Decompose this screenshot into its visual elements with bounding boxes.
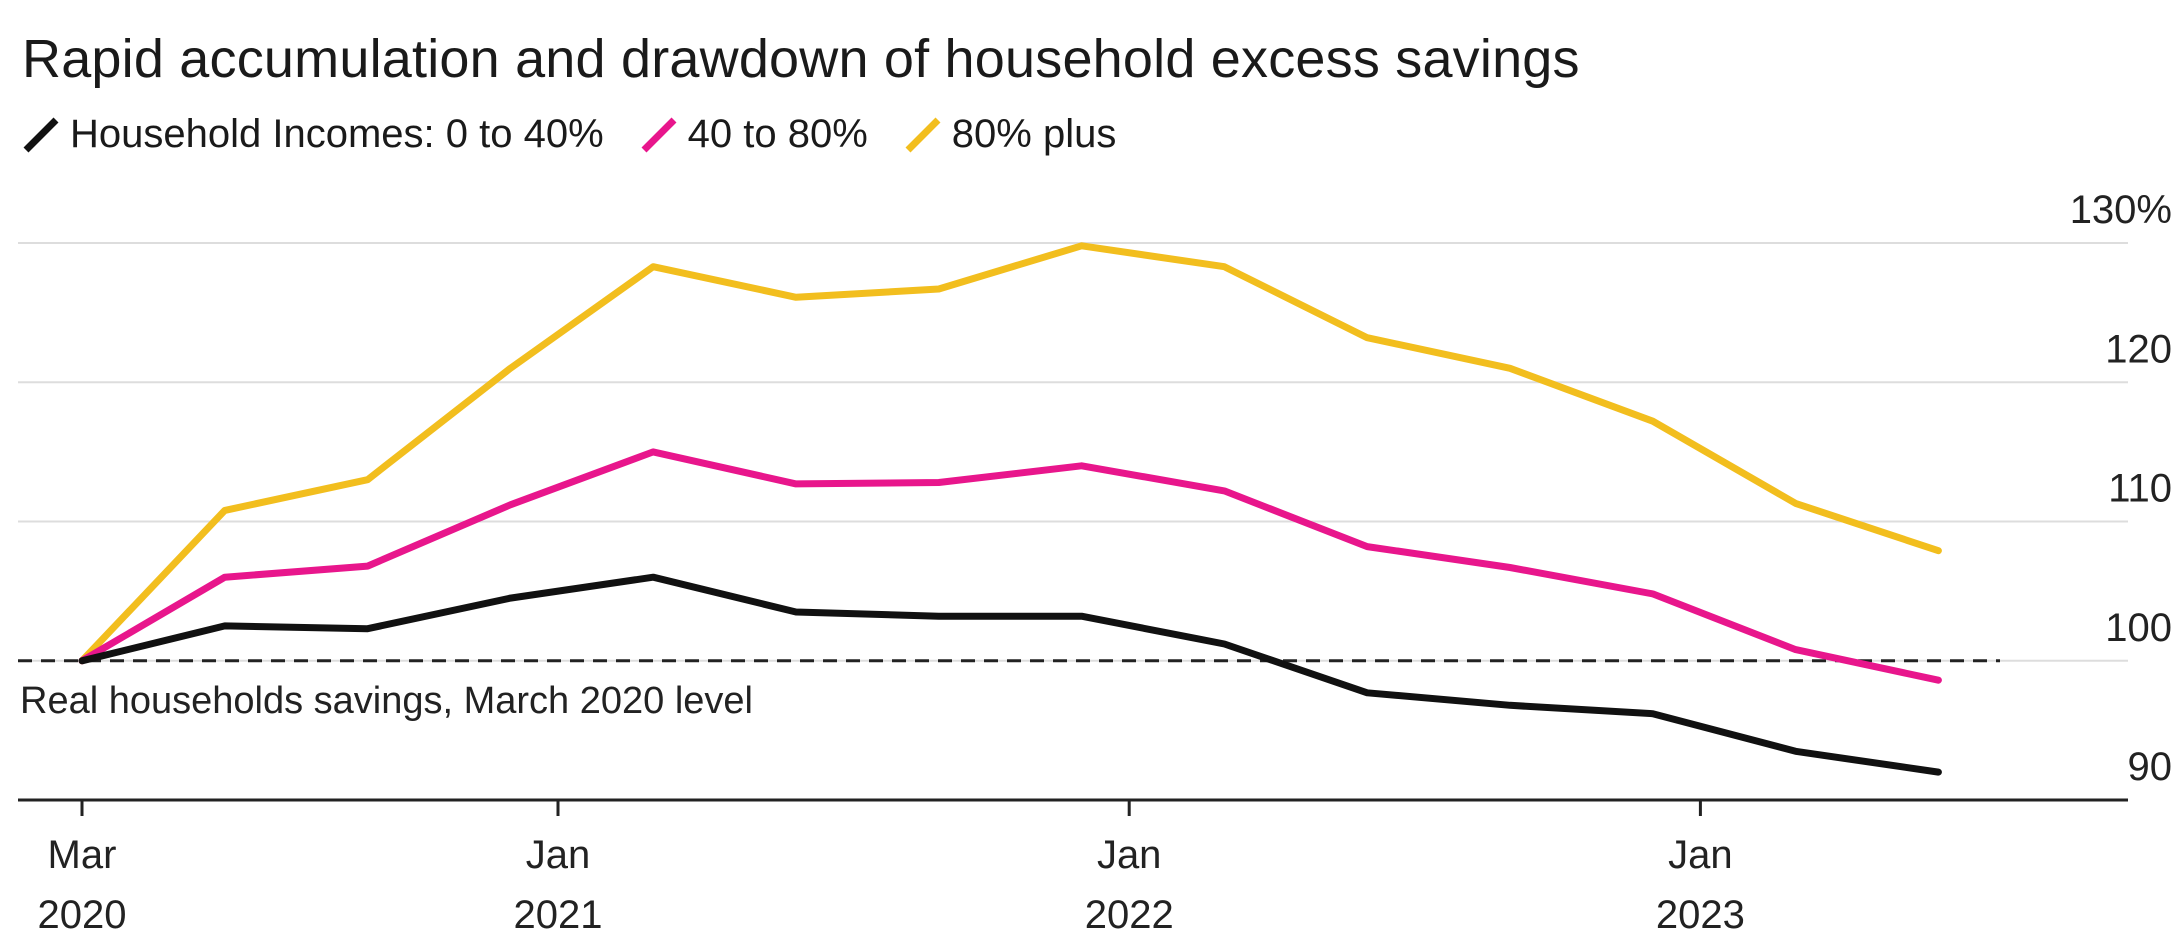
legend-label-middle-income: 40 to 80% <box>687 112 868 156</box>
series-line-middle-income <box>78 448 1942 684</box>
series-line-low-income <box>78 573 1942 776</box>
x-tick-label-year: 2022 <box>1085 893 1174 937</box>
series-line-high-income <box>78 242 1942 665</box>
legend: Household Incomes: 0 to 40% 40 to 80% 80… <box>22 112 1152 157</box>
x-tick-label-month: Jan <box>1668 833 1733 877</box>
y-tick-label: 120 <box>2105 327 2172 371</box>
y-tick-label: 90 <box>2128 745 2173 789</box>
legend-item-low-income: Household Incomes: 0 to 40% <box>22 112 604 157</box>
legend-swatch-low-income <box>23 117 59 152</box>
x-tick-label-year: 2020 <box>38 893 127 937</box>
legend-swatch-middle-income <box>641 117 677 152</box>
legend-swatch-high-income <box>905 117 941 152</box>
chart-title: Rapid accumulation and drawdown of house… <box>22 29 1580 89</box>
legend-label-low-income: Household Incomes: 0 to 40% <box>70 112 604 156</box>
y-tick-label: 110 <box>2108 467 2172 511</box>
y-tick-label: 130% <box>2070 188 2172 232</box>
x-tick-label-month: Jan <box>1097 833 1162 877</box>
x-tick-label-year: 2023 <box>1656 893 1745 937</box>
legend-item-middle-income: 40 to 80% <box>640 112 868 157</box>
reference-line-label: Real households savings, March 2020 leve… <box>20 680 753 722</box>
x-tick-label-year: 2021 <box>514 893 603 937</box>
x-tick-label-month: Jan <box>526 833 591 877</box>
y-tick-label: 100 <box>2105 606 2172 650</box>
legend-label-high-income: 80% plus <box>951 112 1117 156</box>
x-tick-label-month: Mar <box>48 833 117 877</box>
legend-item-high-income: 80% plus <box>904 112 1117 157</box>
